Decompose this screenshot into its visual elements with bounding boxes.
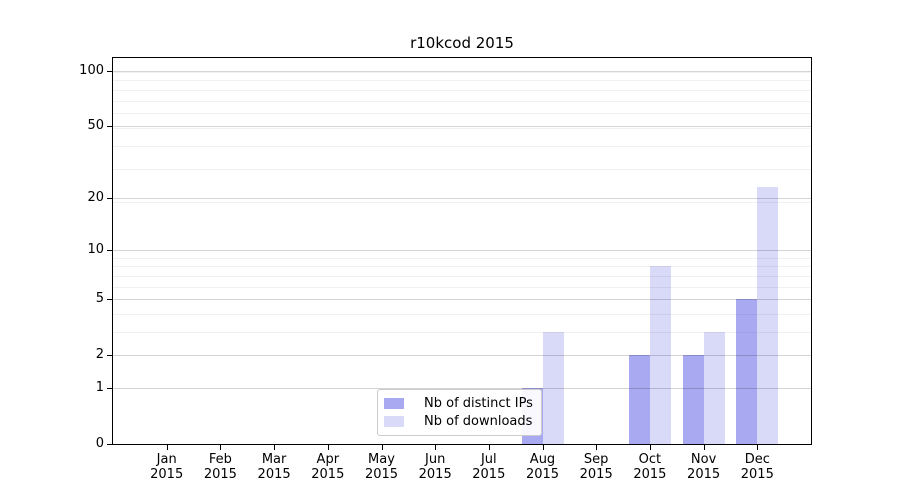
x-tick-label-apr: Apr 2015: [296, 452, 360, 482]
minor-gridline: [113, 266, 811, 268]
y-tick-mark: [107, 197, 112, 199]
x-tick-sublabel: 2015: [257, 467, 291, 482]
y-tick-mark: [107, 355, 112, 357]
legend-swatch-distinct-ips: [384, 398, 404, 409]
x-tick-label-oct: Oct 2015: [618, 452, 682, 482]
minor-gridline: [113, 100, 811, 102]
legend-swatch-downloads: [384, 416, 404, 427]
major-gridline: [113, 388, 811, 389]
y-tick-label: 50: [87, 118, 104, 134]
x-tick-sublabel: 2015: [740, 467, 774, 482]
legend: Nb of distinct IPs Nb of downloads: [377, 389, 542, 436]
major-gridline: [113, 355, 811, 357]
bar-downloads-nov: [703, 332, 725, 444]
major-gridline: [113, 250, 811, 252]
x-tick-mark: [757, 445, 759, 450]
x-tick-mark: [274, 445, 276, 450]
major-gridline: [113, 71, 811, 72]
minor-gridline: [113, 89, 811, 91]
y-tick-label: 0: [95, 436, 104, 451]
bar-downloads-aug: [542, 332, 564, 444]
minor-gridline: [113, 80, 811, 82]
x-tick-sublabel: 2015: [364, 467, 399, 482]
x-tick-mark: [327, 445, 329, 450]
major-gridline: [113, 126, 811, 128]
legend-row-distinct-ips: Nb of distinct IPs: [384, 396, 533, 411]
y-tick-mark: [107, 250, 112, 252]
x-tick-label-aug: Aug 2015: [511, 452, 575, 482]
minor-gridline: [113, 286, 811, 288]
x-tick-mark: [435, 445, 437, 450]
bar-ips-dec: [736, 299, 758, 444]
x-tick-sublabel: 2015: [472, 467, 506, 482]
x-tick-label-jun: Jun 2015: [403, 452, 467, 482]
y-tick-label: 2: [95, 347, 104, 363]
x-tick-mark: [703, 445, 705, 450]
y-tick-mark: [107, 299, 112, 301]
y-tick-label: 100: [79, 63, 104, 78]
major-gridline: [113, 197, 811, 199]
x-tick-mark: [381, 445, 383, 450]
minor-gridline: [113, 201, 811, 203]
x-tick-label-nov: Nov 2015: [672, 452, 736, 482]
x-tick-mark: [220, 445, 222, 450]
bar-downloads-oct: [649, 266, 671, 444]
x-tick-sublabel: 2015: [525, 467, 560, 482]
minor-gridline: [113, 113, 811, 115]
y-tick-label: 20: [87, 189, 104, 205]
x-tick-mark: [649, 445, 651, 450]
x-tick-label-may: May 2015: [350, 452, 414, 482]
minor-gridline: [113, 127, 811, 129]
minor-gridline: [113, 332, 811, 333]
x-tick-mark: [166, 445, 168, 450]
plot-area: [112, 57, 812, 445]
x-tick-sublabel: 2015: [203, 467, 237, 482]
x-tick-label-feb: Feb 2015: [188, 452, 252, 482]
y-tick-mark: [107, 444, 112, 445]
y-tick-label: 1: [95, 380, 104, 395]
x-tick-sublabel: 2015: [150, 467, 184, 482]
x-tick-label-dec: Dec 2015: [725, 452, 789, 482]
minor-gridline: [113, 257, 811, 259]
y-tick-label: 10: [87, 242, 104, 258]
y-tick-mark: [107, 388, 112, 389]
major-gridline: [113, 299, 811, 301]
bar-ips-nov: [682, 355, 704, 444]
x-tick-mark: [542, 445, 544, 450]
chart-title: r10kcod 2015: [410, 34, 514, 52]
y-tick-mark: [107, 71, 112, 72]
x-tick-sublabel: 2015: [579, 467, 613, 482]
bar-ips-oct: [628, 355, 650, 444]
minor-gridline: [113, 145, 811, 147]
x-tick-sublabel: 2015: [311, 467, 345, 482]
x-tick-mark: [488, 445, 490, 450]
x-tick-sublabel: 2015: [418, 467, 452, 482]
x-tick-sublabel: 2015: [687, 467, 721, 482]
x-tick-sublabel: 2015: [633, 467, 667, 482]
x-tick-label-jan: Jan 2015: [135, 452, 199, 482]
minor-gridline: [113, 275, 811, 277]
minor-gridline: [113, 313, 811, 315]
x-tick-label-mar: Mar 2015: [242, 452, 306, 482]
bar-downloads-dec: [757, 187, 779, 444]
minor-gridline: [113, 71, 811, 73]
x-tick-label-sep: Sep 2015: [564, 452, 628, 482]
legend-label-distinct-ips: Nb of distinct IPs: [424, 396, 533, 411]
x-tick-mark: [596, 445, 598, 450]
minor-gridline: [113, 169, 811, 171]
x-tick-label-jul: Jul 2015: [457, 452, 521, 482]
y-tick-mark: [107, 126, 112, 128]
legend-row-downloads: Nb of downloads: [384, 414, 533, 429]
y-tick-label: 5: [95, 291, 104, 307]
legend-label-downloads: Nb of downloads: [424, 414, 533, 429]
